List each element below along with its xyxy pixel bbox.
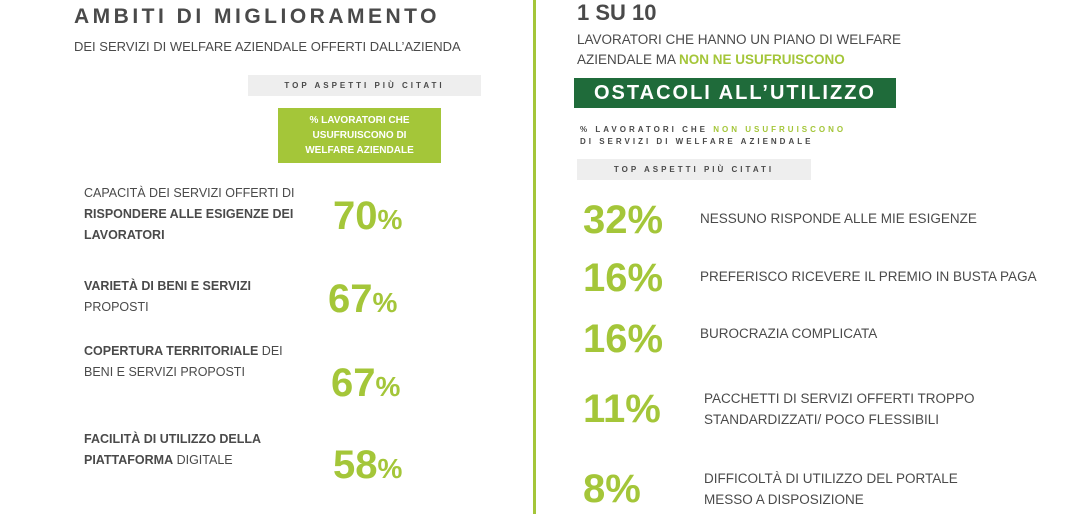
right-item-2-value: 16% [583, 256, 664, 300]
right-item-5-value: 8% [583, 467, 641, 511]
left-item-4-bold: FACILITÀ DI UTILIZZO DELLA PIATTAFORMA [84, 432, 261, 467]
right-item-4-text: PACCHETTI DI SERVIZI OFFERTI TROPPO STAN… [704, 391, 975, 427]
left-top-label: TOP ASPETTI PIÙ CITATI [248, 75, 481, 96]
right-subtitle-line2-pre: AZIENDALE MA [577, 52, 680, 67]
left-item-3-post: DEI BENI E SERVIZI PROPOSTI [84, 344, 283, 379]
left-item-4-post: DIGITALE [173, 453, 233, 467]
left-title: AMBITI DI MIGLIORAMENTO [74, 5, 440, 28]
left-item-2-value: 67% [328, 277, 398, 321]
left-item-2-text: VARIETÀ DI BENI E SERVIZI PROPOSTI [84, 276, 314, 318]
right-caption-line2: DI SERVIZI DI WELFARE AZIENDALE [580, 137, 814, 146]
left-item-1-bold: RISPONDERE ALLE ESIGENZE DEI LAVORATORI [84, 207, 294, 242]
right-item-1-text: NESSUNO RISPONDE ALLE MIE ESIGENZE [700, 211, 977, 226]
right-item-3-text: BUROCRAZIA COMPLICATA [700, 326, 878, 341]
right-item-1-value: 32% [583, 198, 664, 242]
right-item-5-text: DIFFICOLTÀ DI UTILIZZO DEL PORTALE MESSO… [704, 471, 958, 507]
right-subtitle-line2: AZIENDALE MA NON NE USUFRUISCONO [577, 50, 901, 70]
right-caption-highlight: NON USUFRUISCONO [713, 125, 847, 134]
right-top-label: TOP ASPETTI PIÙ CITATI [577, 159, 811, 180]
right-subtitle-line1: LAVORATORI CHE HANNO UN PIANO DI WELFARE [577, 32, 902, 47]
left-item-1-pre: CAPACITÀ DEI SERVIZI OFFERTI DI [84, 186, 295, 200]
left-subtitle: DEI SERVIZI DI WELFARE AZIENDALE OFFERTI… [74, 39, 461, 54]
left-header-text: % LAVORATORI CHE USUFRUISCONO DI WELFARE… [305, 115, 414, 156]
right-item-3-value: 16% [583, 317, 664, 361]
left-item-2-bold: VARIETÀ DI BENI E SERVIZI [84, 279, 251, 293]
left-item-1-text: CAPACITÀ DEI SERVIZI OFFERTI DI RISPONDE… [84, 183, 314, 246]
right-item-4-value: 11% [583, 387, 661, 431]
right-item-2-text: PREFERISCO RICEVERE IL PREMIO IN BUSTA P… [700, 269, 1037, 284]
section-divider [533, 0, 536, 514]
left-item-2-post: PROPOSTI [84, 300, 149, 314]
obstacles-banner: OSTACOLI ALL’UTILIZZO [574, 78, 896, 108]
right-subtitle-highlight: NON NE USUFRUISCONO [679, 52, 845, 67]
left-item-1-value: 70% [333, 194, 403, 238]
right-caption-pre: % LAVORATORI CHE [580, 125, 714, 134]
right-subtitle: LAVORATORI CHE HANNO UN PIANO DI WELFARE… [577, 30, 901, 70]
right-title: 1 SU 10 [577, 0, 657, 25]
right-caption: % LAVORATORI CHE NON USUFRUISCONO DI SER… [580, 124, 846, 148]
left-item-3-text: COPERTURA TERRITORIALE DEI BENI E SERVIZ… [84, 341, 314, 383]
left-header-box: % LAVORATORI CHE USUFRUISCONO DI WELFARE… [278, 108, 441, 163]
left-item-3-value: 67% [331, 361, 401, 405]
left-item-3-bold: COPERTURA TERRITORIALE [84, 344, 259, 358]
left-item-4-text: FACILITÀ DI UTILIZZO DELLA PIATTAFORMA D… [84, 429, 314, 471]
left-item-4-value: 58% [333, 443, 403, 487]
